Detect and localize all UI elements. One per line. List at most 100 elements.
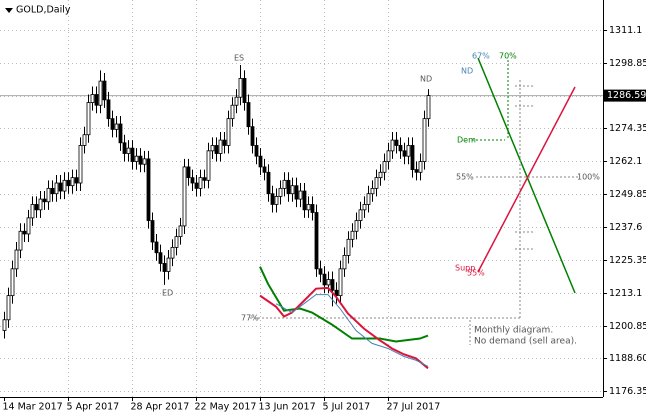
candle-body — [426, 95, 431, 120]
candle-body — [286, 179, 291, 195]
y-tick-label: 1188.60 — [609, 353, 646, 364]
candle-body — [194, 182, 199, 189]
candle-body — [6, 295, 11, 321]
candle-body — [342, 255, 347, 270]
candle-body — [134, 155, 139, 162]
candle-body — [274, 196, 279, 205]
monthly-diagram — [250, 57, 580, 345]
candle-body — [318, 268, 323, 275]
candle-body — [394, 139, 399, 146]
candle-body — [118, 123, 123, 144]
candle-body — [330, 279, 335, 291]
candle-body — [38, 198, 43, 211]
candle-body — [170, 246, 175, 259]
indicator-line — [275, 294, 429, 367]
y-tick-label: 1311.1 — [609, 25, 642, 36]
candle-body — [414, 169, 419, 173]
y-tick-label: 1237.6 — [609, 222, 642, 233]
candle-body — [214, 145, 219, 154]
candle-body — [146, 158, 151, 221]
candle-body — [230, 104, 235, 120]
candle-body — [154, 241, 159, 254]
candle-body — [282, 179, 287, 189]
candle-body — [58, 182, 63, 192]
candle-body — [206, 150, 211, 181]
candle-body — [354, 220, 359, 232]
candle-body — [18, 230, 23, 251]
candle-body — [278, 187, 283, 197]
candle-body — [94, 94, 99, 106]
candle-body — [350, 230, 355, 240]
candle-body — [398, 145, 403, 152]
candle-body — [262, 166, 267, 173]
y-tick-label: 1225.35 — [609, 255, 646, 266]
chart-title: GOLD,Daily — [16, 5, 71, 16]
candle-body — [186, 166, 191, 179]
candle-body — [102, 80, 107, 101]
candle-body — [362, 204, 367, 211]
x-tick-label: 5 Jul 2017 — [323, 402, 371, 413]
candle-body — [54, 182, 59, 195]
candle-body — [30, 204, 35, 219]
candle-body — [34, 204, 39, 211]
candle-body — [182, 166, 187, 227]
candle-body — [126, 147, 131, 154]
candle-body — [66, 179, 71, 187]
candle-body — [374, 177, 379, 189]
candle-body — [98, 80, 103, 106]
candle-body — [294, 185, 299, 200]
y-tick-label: 1298.85 — [609, 58, 646, 69]
candle-body — [418, 161, 423, 173]
y-tick-label: 1176.35 — [609, 386, 646, 397]
x-tick-label: 27 Jul 2017 — [387, 402, 441, 413]
candle-body — [302, 190, 307, 211]
annotation: ND — [461, 67, 473, 76]
labels: 1176.35 1188.60 1200.85 1213.1 1225.35 1237.6… — [3, 25, 646, 413]
candle-body — [310, 204, 315, 213]
x-tick-label: 13 Jun 2017 — [259, 402, 316, 413]
candle-body — [346, 238, 351, 256]
x-tick-label: 14 Mar 2017 — [3, 402, 63, 413]
candle-body — [158, 252, 163, 264]
candle-body — [166, 257, 171, 272]
candle-body — [238, 78, 243, 98]
candle-body — [410, 145, 415, 171]
candle-body — [110, 118, 115, 130]
candle-body — [22, 230, 27, 235]
menu-arrow[interactable] — [5, 8, 13, 13]
candle-body — [62, 179, 67, 192]
annotation: 67% — [472, 52, 490, 61]
candle-body — [70, 177, 75, 187]
candle-body — [358, 209, 363, 221]
candle-body — [250, 126, 255, 146]
candle-body — [174, 236, 179, 248]
candle-body — [106, 99, 111, 120]
candle-body — [198, 177, 203, 189]
annotation: Monthly diagram. — [474, 326, 553, 336]
candle-body — [266, 171, 271, 195]
candle-body — [326, 279, 331, 286]
candle-body — [386, 150, 391, 162]
candle-body — [290, 185, 295, 195]
candle-body — [378, 171, 383, 179]
annotation: 100% — [577, 173, 600, 182]
candle-body — [190, 177, 195, 184]
demand-line — [477, 57, 576, 294]
candle-body — [86, 102, 91, 136]
candle-body — [42, 198, 47, 203]
candle-body — [210, 145, 215, 152]
y-tick-label: 1213.1 — [609, 288, 642, 299]
candle-body — [50, 187, 55, 195]
candle-body — [270, 193, 275, 205]
candle-body — [90, 94, 95, 103]
candle-body — [82, 134, 87, 146]
y-tick-label: 1262.1 — [609, 156, 642, 167]
candle-body — [142, 158, 147, 165]
annotation: ES — [234, 54, 244, 63]
marks — [2, 65, 431, 370]
candle-body — [234, 96, 239, 106]
annotation: Supp — [455, 264, 475, 273]
candle-body — [26, 217, 31, 235]
candle-body — [366, 193, 371, 205]
